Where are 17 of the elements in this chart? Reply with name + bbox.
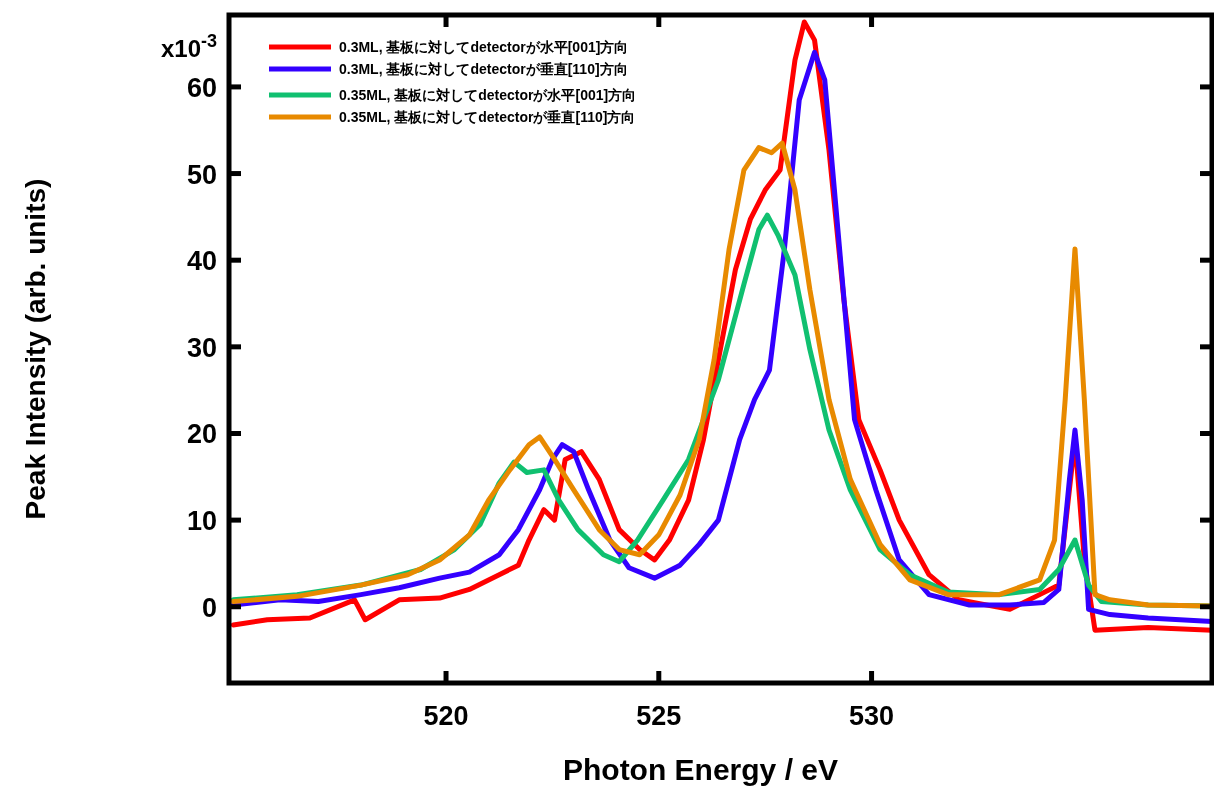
legend-label: 0.3ML, 基板に対してdetectorが垂直[110]方向 (339, 61, 628, 77)
legend-label: 0.35ML, 基板に対してdetectorが水平[001]方向 (339, 87, 637, 103)
y-axis-title: Peak Intensity (arb. units) (20, 178, 51, 520)
y-tick-label: 30 (186, 332, 217, 363)
y-tick-label: 20 (186, 419, 217, 450)
legend-label: 0.3ML, 基板に対してdetectorが水平[001]方向 (339, 39, 629, 55)
x-tick-label: 530 (849, 701, 895, 731)
x-tick-label: 525 (636, 701, 682, 731)
y-tick-label: 60 (186, 72, 217, 103)
text: x10$^{-3}$ (160, 30, 217, 62)
x-axis-title: Photon Energy / eV (562, 753, 839, 786)
x-tick-label: 520 (423, 701, 469, 731)
y-tick-label: 0 (201, 592, 217, 623)
legend-label: 0.35ML, 基板に対してdetectorが垂直[110]方向 (339, 109, 636, 125)
y-tick-label: 10 (186, 506, 217, 537)
y-tick-label: 40 (186, 246, 217, 277)
y-tick-label: 50 (186, 159, 217, 190)
